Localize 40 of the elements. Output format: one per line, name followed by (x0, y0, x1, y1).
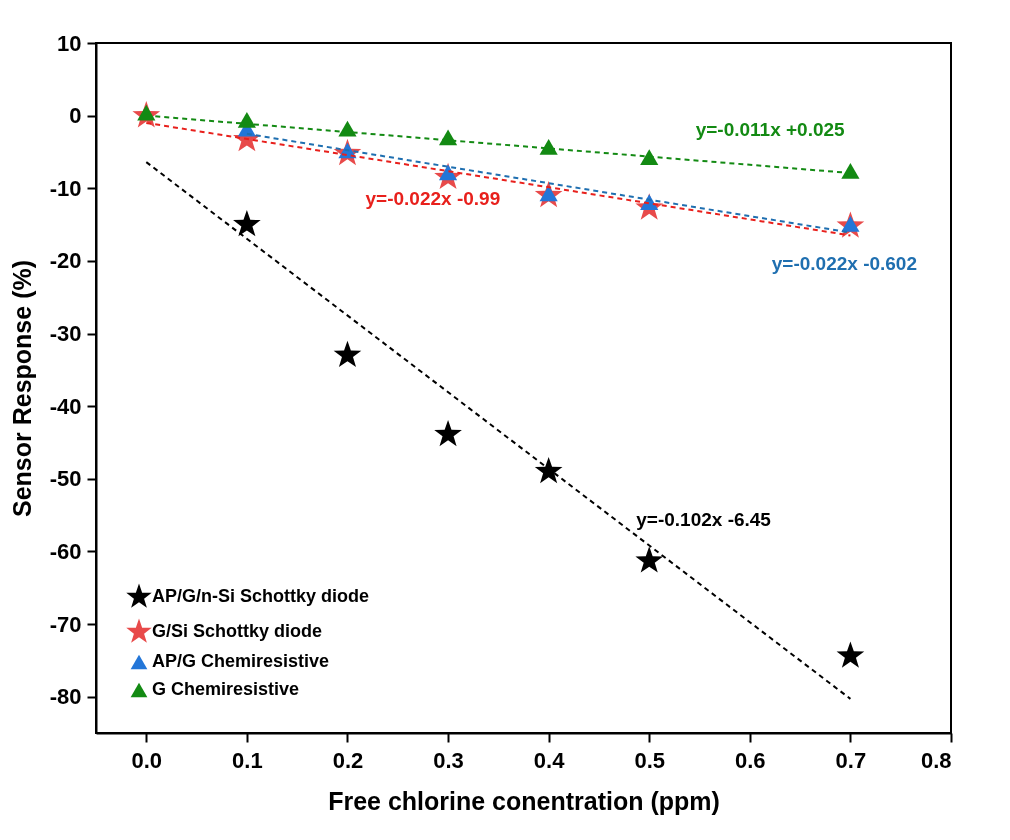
x-tick-label: 0.1 (232, 747, 263, 773)
series-label: y=-0.011x +0.025 (695, 119, 846, 141)
legend-label: AP/G/n-Si Schottky diode (152, 586, 370, 606)
x-tick-label: 0.5 (634, 747, 666, 773)
x-axis-title: Free chlorine conentration (ppm) (328, 786, 720, 815)
y-tick-label: -10 (49, 175, 82, 201)
series-label: y=-0.022x -0.602 (771, 252, 918, 274)
series-label: y=-0.102x -6.45 (636, 509, 772, 531)
point (434, 419, 462, 447)
series-label: y=-0.022x -0.99 (365, 187, 501, 209)
x-tick-label: 0.4 (533, 747, 566, 773)
point (233, 210, 261, 237)
point (539, 139, 558, 155)
y-tick-label: -80 (49, 684, 82, 710)
point (333, 340, 362, 368)
y-tick-label: 0 (69, 103, 82, 129)
y-tick-label: -30 (49, 321, 82, 347)
y-axis-title: Sensor Response (%) (7, 259, 36, 518)
x-tick-label: 0.6 (735, 747, 766, 773)
point (841, 162, 860, 179)
legend-label: G/Si Schottky diode (152, 621, 323, 641)
legend-label: G Chemiresistive (152, 679, 300, 699)
point (836, 641, 865, 668)
y-tick-label: -50 (49, 466, 82, 492)
point (534, 456, 563, 484)
point (237, 112, 256, 128)
x-tick-label: 0.7 (835, 747, 867, 773)
y-tick-label: -40 (49, 393, 82, 419)
y-tick-label: 10 (57, 30, 82, 56)
point (640, 149, 659, 165)
point (338, 120, 357, 137)
point (635, 546, 664, 573)
y-tick-label: -60 (49, 538, 82, 564)
y-tick-label: -70 (49, 611, 82, 637)
legend-label: AP/G Chemiresistive (152, 651, 330, 671)
y-tick-label: -20 (49, 248, 82, 274)
x-tick-label: 0.0 (131, 747, 163, 773)
x-tick-label: 0.8 (920, 747, 952, 773)
x-tick-label: 0.3 (433, 747, 464, 773)
x-tick-label: 0.2 (332, 747, 364, 773)
